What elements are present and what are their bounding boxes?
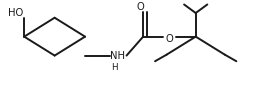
Text: O: O [166, 34, 173, 44]
Text: NH: NH [110, 51, 125, 61]
Text: HO: HO [8, 8, 23, 18]
Text: O: O [136, 2, 144, 12]
Text: H: H [112, 63, 118, 72]
